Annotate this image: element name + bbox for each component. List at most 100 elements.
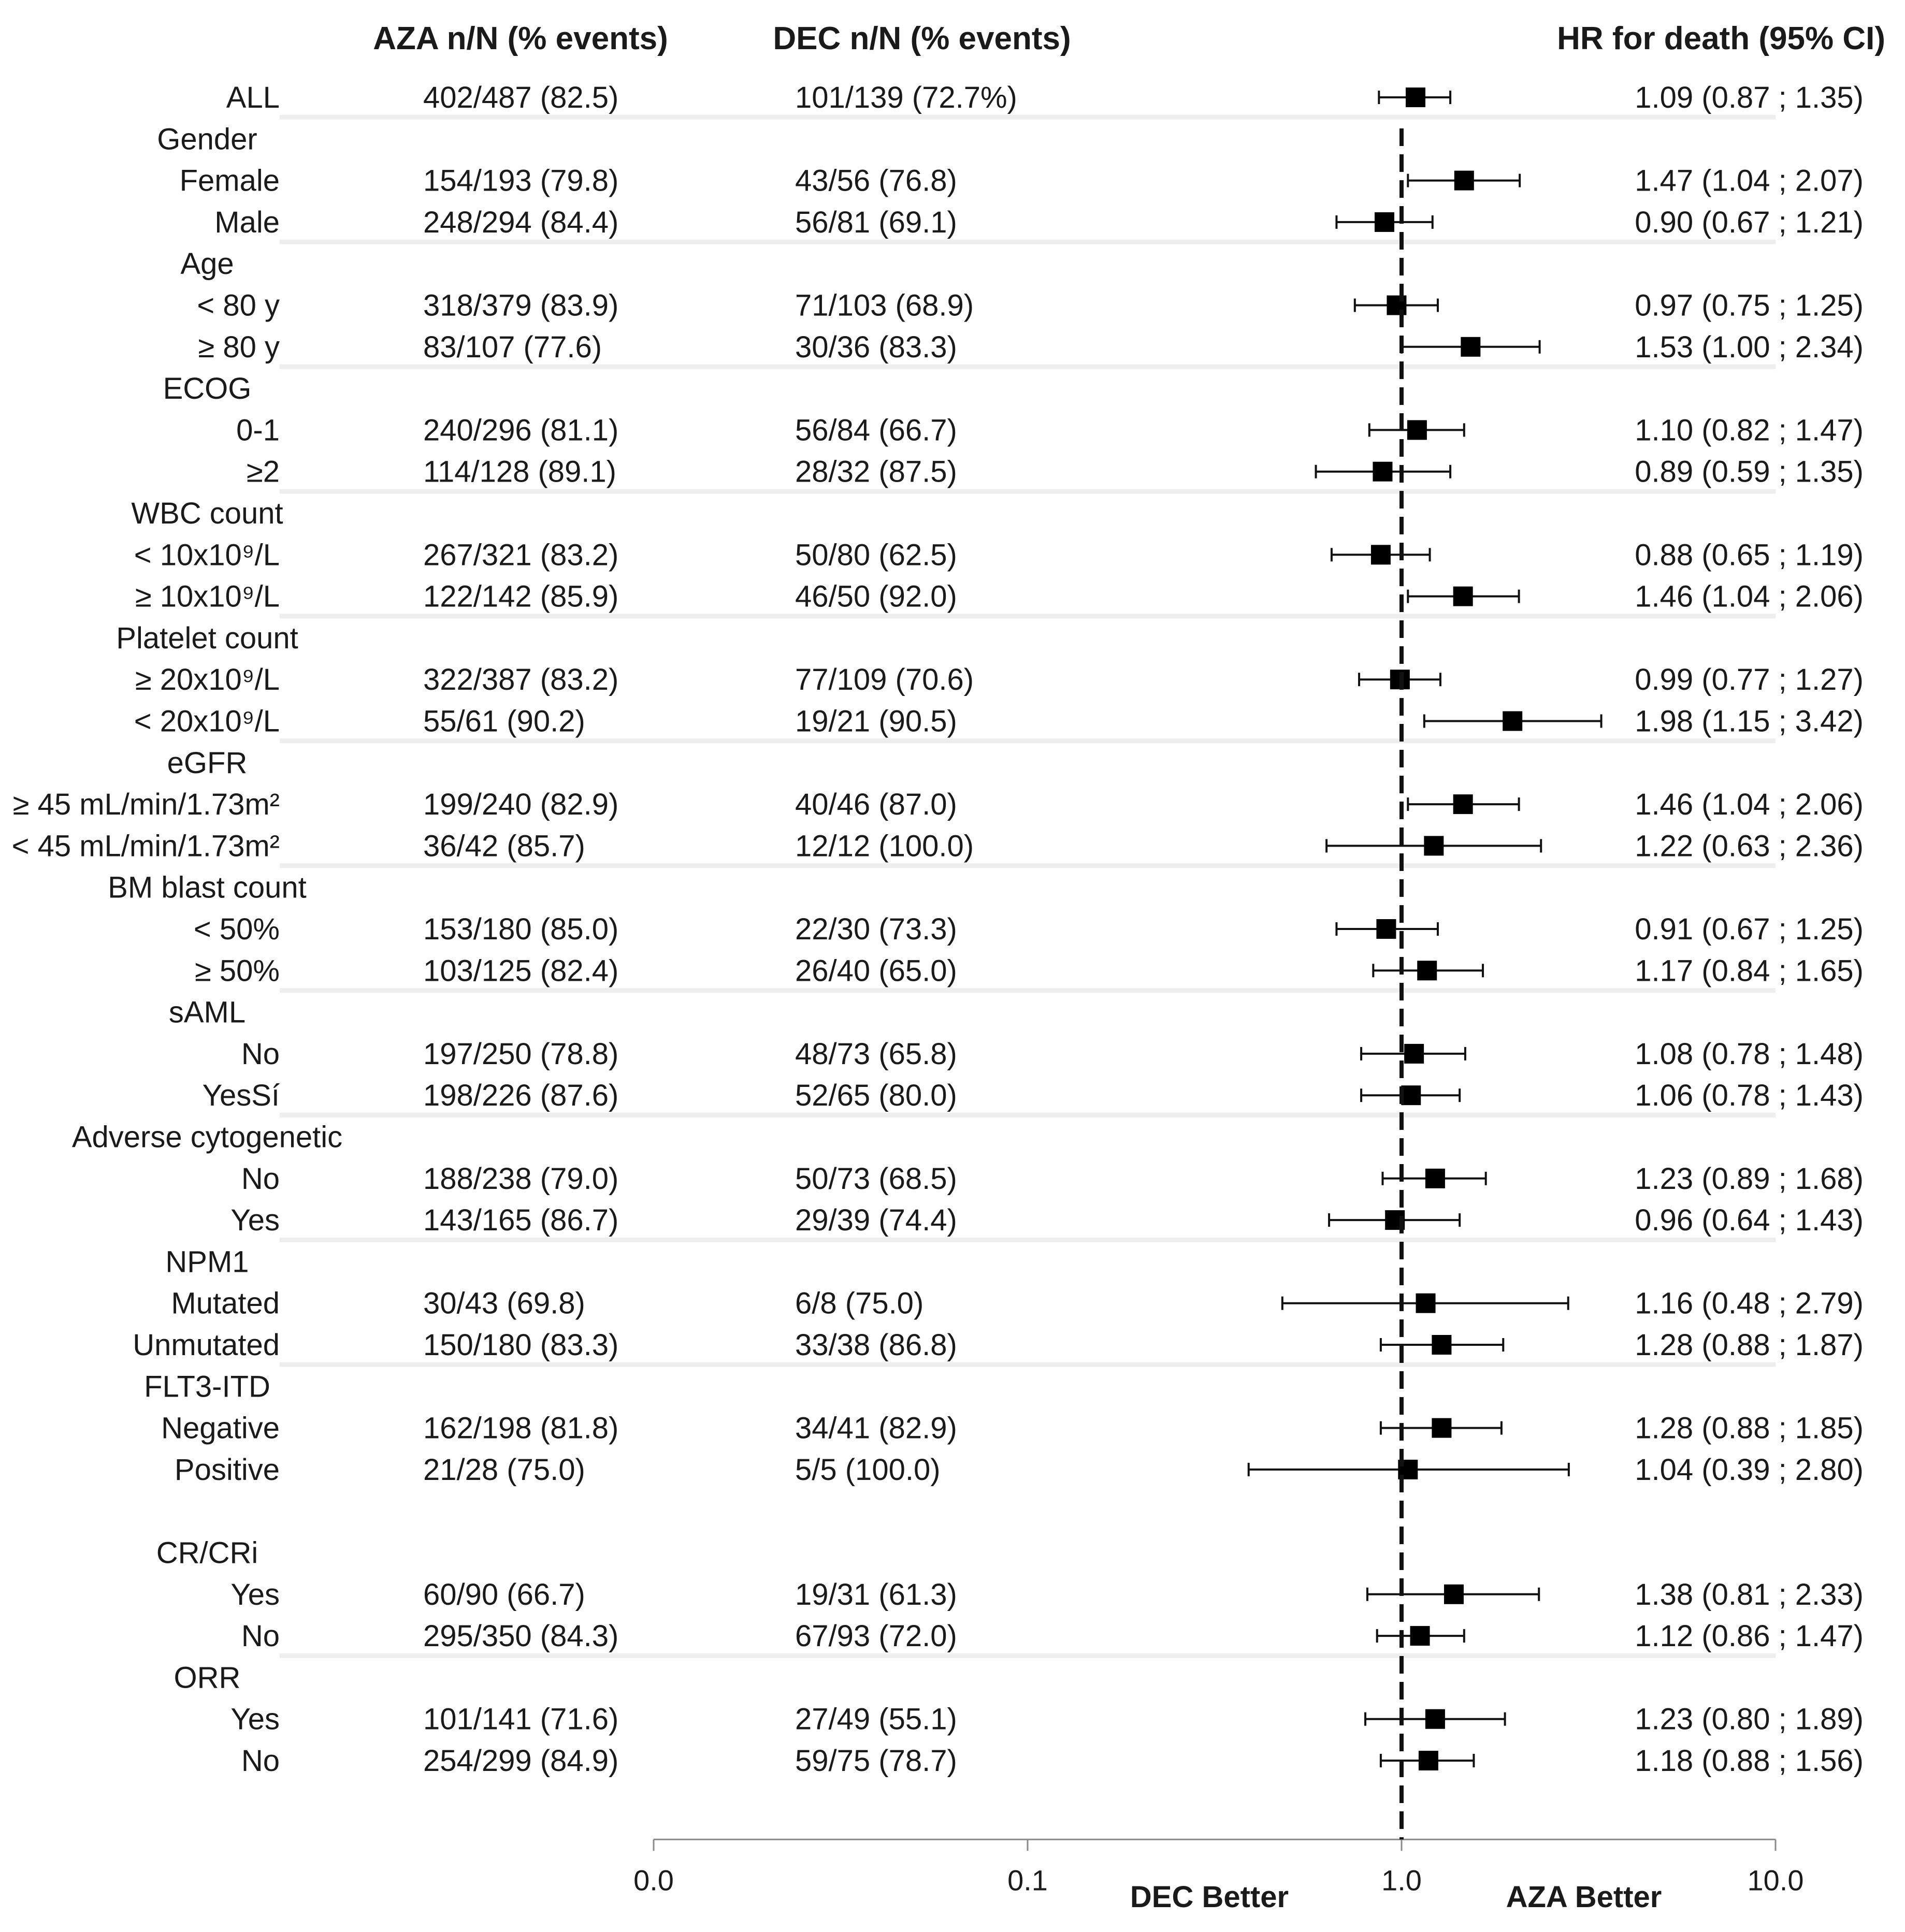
hr-ci-text: 1.53 (1.00 ; 2.34) [1635,330,1864,364]
group-label: WBC count [131,497,283,530]
footer-dec-better: DEC Better [1130,1880,1289,1914]
aza-value: 60/90 (66.7) [423,1578,585,1611]
aza-value: 198/226 (87.6) [423,1079,618,1112]
aza-value: 402/487 (82.5) [423,81,618,114]
hr-point [1454,170,1474,191]
group-label: sAML [169,996,246,1029]
row-label: < 80 y [197,289,280,323]
row-label: < 20x10⁹/L [134,705,280,738]
dec-value: 52/65 (80.0) [795,1079,957,1112]
hr-point [1432,1335,1452,1355]
dec-value: 5/5 (100.0) [795,1453,941,1487]
dec-value: 48/73 (65.8) [795,1037,957,1071]
aza-value: 162/198 (81.8) [423,1412,618,1445]
group-label: CR/CRi [156,1536,258,1570]
dec-value: 43/56 (76.8) [795,164,957,198]
row-label: < 45 mL/min/1.73m² [12,829,280,863]
hr-ci-text: 1.10 (0.82 ; 1.47) [1635,413,1864,447]
row-label: YesSí [203,1079,280,1112]
group-label: Gender [157,122,257,156]
aza-value: 197/250 (78.8) [423,1037,618,1071]
hr-ci-text: 1.04 (0.39 ; 2.80) [1635,1453,1864,1487]
aza-value: 154/193 (79.8) [423,164,618,198]
hr-point [1453,586,1473,606]
group-label: Platelet count [116,621,298,655]
row-label: No [241,1744,280,1778]
dec-value: 22/30 (73.3) [795,912,957,946]
hr-ci-text: 0.89 (0.59 ; 1.35) [1635,455,1864,489]
hr-point [1417,961,1437,981]
row-label: < 10x10⁹/L [134,538,280,572]
hr-ci-text: 0.99 (0.77 ; 1.27) [1635,663,1864,696]
hr-ci-text: 0.96 (0.64 ; 1.43) [1635,1203,1864,1237]
aza-value: 267/321 (83.2) [423,538,618,572]
hr-point [1425,1709,1445,1729]
aza-value: 240/296 (81.1) [423,413,618,447]
group-label: ORR [174,1661,241,1694]
aza-value: 30/43 (69.8) [423,1287,585,1320]
dec-value: 6/8 (75.0) [795,1287,923,1320]
aza-value: 36/42 (85.7) [423,829,585,863]
row-label: Mutated [171,1287,280,1320]
dec-value: 56/81 (69.1) [795,206,957,239]
dec-value: 50/73 (68.5) [795,1162,957,1196]
group-label: Adverse cytogenetic [72,1121,342,1154]
group-label: eGFR [167,746,248,780]
dec-value: 34/41 (82.9) [795,1412,957,1445]
hr-ci-text: 1.17 (0.84 ; 1.65) [1635,954,1864,987]
header-hr: HR for death (95% CI) [1557,21,1885,56]
dec-value: 27/49 (55.1) [795,1703,957,1736]
hr-point [1407,420,1427,440]
dec-value: 56/84 (66.7) [795,413,957,447]
x-tick-label: 10.0 [1748,1864,1804,1896]
hr-ci-text: 1.09 (0.87 ; 1.35) [1635,81,1864,114]
hr-point [1444,1584,1464,1604]
aza-value: 122/142 (85.9) [423,580,618,614]
aza-value: 188/238 (79.0) [423,1162,618,1196]
hr-ci-text: 1.46 (1.04 ; 2.06) [1635,580,1864,614]
hr-point [1461,337,1481,357]
hr-point [1418,1751,1438,1770]
hr-ci-text: 1.18 (0.88 ; 1.56) [1635,1744,1864,1778]
aza-value: 55/61 (90.2) [423,705,585,738]
aza-value: 150/180 (83.3) [423,1328,618,1362]
hr-point [1401,1085,1421,1106]
row-label: Positive [175,1453,280,1487]
group-label: ECOG [163,372,252,405]
hr-ci-text: 1.16 (0.48 ; 2.79) [1635,1287,1864,1320]
row-label: Yes [230,1203,280,1237]
group-label: BM blast count [108,871,307,905]
row-label: No [241,1162,280,1196]
row-label: ≥ 20x10⁹/L [135,663,280,696]
aza-value: 21/28 (75.0) [423,1453,585,1487]
header-aza: AZA n/N (% events) [373,21,668,56]
hr-point [1406,88,1426,107]
row-label: Yes [230,1578,280,1611]
hr-point [1503,711,1523,731]
hr-ci-text: 1.12 (0.86 ; 1.47) [1635,1619,1864,1653]
dec-value: 71/103 (68.9) [795,289,974,323]
row-label: ≥ 10x10⁹/L [135,580,280,614]
row-label: ≥ 45 mL/min/1.73m² [13,788,280,821]
dec-value: 33/38 (86.8) [795,1328,957,1362]
dec-value: 19/21 (90.5) [795,705,957,738]
hr-ci-text: 1.38 (0.81 ; 2.33) [1635,1578,1864,1611]
dec-value: 29/39 (74.4) [795,1203,957,1237]
aza-value: 103/125 (82.4) [423,954,618,987]
hr-ci-text: 0.90 (0.67 ; 1.21) [1635,206,1864,239]
hr-point [1370,545,1391,565]
hr-ci-text: 1.46 (1.04 ; 2.06) [1635,788,1864,821]
dec-value: 30/36 (83.3) [795,330,957,364]
hr-point [1376,919,1396,939]
x-tick-label: 0.0 [633,1864,674,1896]
hr-ci-text: 1.08 (0.78 ; 1.48) [1635,1037,1864,1071]
dec-value: 19/31 (61.3) [795,1578,957,1611]
dec-value: 50/80 (62.5) [795,538,957,572]
aza-value: 83/107 (77.6) [423,330,602,364]
row-label: < 50% [194,912,280,946]
dec-value: 28/32 (87.5) [795,455,957,489]
hr-ci-text: 1.06 (0.78 ; 1.43) [1635,1079,1864,1112]
hr-point [1424,836,1444,856]
row-label: ≥2 [247,455,280,489]
